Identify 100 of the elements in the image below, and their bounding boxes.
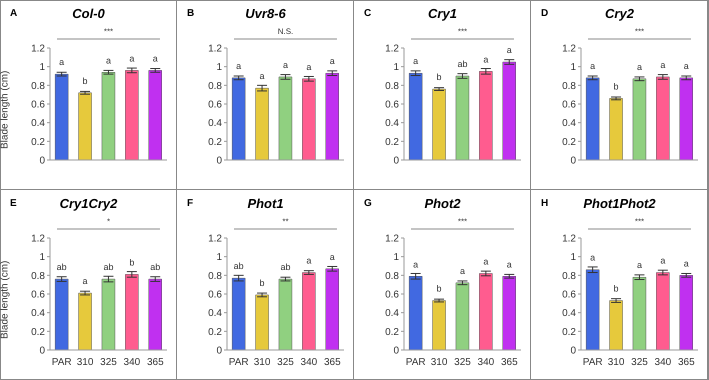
y-tick-label: 0.6 [385,290,400,301]
y-tick-label: 1 [39,252,46,264]
x-tick-label: 325 [454,357,472,368]
data-label: b [614,81,619,92]
bar [408,72,422,160]
data-label: a [306,62,312,72]
x-tick-label: 310 [608,357,625,368]
text: E [10,198,17,209]
x-tick-label: 365 [324,357,342,368]
data-label: a [636,62,642,72]
bar [632,276,646,350]
data-label: a [413,56,418,66]
data-label: a [590,60,596,71]
data-label: ab [56,262,67,272]
bar [456,282,470,350]
y-tick-label: 0.2 [31,326,46,338]
text: F [187,198,194,209]
data-label: a [684,258,689,268]
bar [586,78,600,160]
y-tick-label: 0.8 [385,80,400,92]
bar [255,88,269,160]
y-tick-label: 0.6 [31,100,46,111]
data-label: b [436,72,442,82]
bar [148,70,162,160]
x-tick-label: 310 [430,357,448,368]
bar [502,276,516,350]
bar [609,98,623,160]
bar [302,272,316,350]
data-label: b [82,76,88,86]
data-label: a [483,256,488,266]
y-tick-label: 0.8 [385,270,400,282]
data-label: a [684,60,689,71]
y-tick-label: 0.6 [562,290,576,301]
y-tick-label: 1 [39,62,46,74]
chart-title: Cry2 [605,6,634,21]
data-label: a [82,276,88,286]
text: *** [456,217,468,226]
text: *** [456,27,468,36]
y-tick-label: 1.2 [562,234,576,245]
y-tick-label: 0 [570,346,576,357]
y-tick-label: 0.2 [208,136,222,148]
data-label: a [236,60,242,71]
text: N.S. [276,27,294,36]
y-tick-label: 1 [570,252,576,264]
bar [408,276,422,350]
bar [586,269,600,350]
y-axis-title: Blade length (cm) [0,260,11,339]
bar [54,278,68,350]
data-label: a [636,260,642,270]
data-label: b [614,284,619,294]
bar [456,76,470,160]
data-label: a [590,252,596,263]
y-tick-label: 0.8 [562,80,576,92]
data-label: a [460,266,465,276]
text: D [541,8,548,19]
bar [125,70,139,160]
data-label: a [330,56,335,66]
x-tick-label: 365 [146,357,164,368]
data-label: a [506,45,512,55]
bar [78,292,92,350]
data-label: a [282,60,288,70]
bar [302,78,316,160]
y-tick-label: 1.2 [31,234,46,245]
data-label: a [59,57,64,68]
bar [326,72,339,160]
y-tick-label: 0.2 [385,136,400,148]
y-tick-label: 0.4 [31,118,46,130]
bar [609,300,623,350]
data-label: a [413,259,418,270]
bar [326,268,339,350]
bar [479,71,493,160]
chart-title: Cry1 [428,6,457,21]
data-label: ab [280,262,290,272]
data-label: a [660,256,666,266]
data-label: ab [457,59,468,69]
bar [278,278,292,350]
x-tick-label: 325 [100,357,118,368]
y-tick-label: 0.6 [385,100,400,111]
x-tick-label: 365 [678,357,696,368]
x-tick-label: 340 [124,357,141,368]
text: B [187,8,194,19]
bar [102,72,116,160]
y-tick-label: 0.2 [208,326,222,338]
bar [656,76,670,160]
data-label: a [483,54,488,64]
x-tick-label: 310 [76,357,94,368]
text: C [364,8,372,19]
y-tick-label: 0 [393,346,400,357]
y-tick-label: 1.2 [385,234,400,245]
y-tick-label: 0 [393,156,400,167]
text: *** [102,27,114,36]
y-tick-label: 1 [216,252,222,264]
y-tick-label: 0.6 [208,100,222,111]
y-tick-label: 0 [216,346,222,357]
data-label: a [129,53,134,64]
bar [148,278,162,350]
data-label: a [306,256,312,266]
y-tick-label: 0 [39,346,46,357]
y-tick-label: 0.4 [31,308,46,320]
y-tick-label: 1.2 [385,44,400,55]
